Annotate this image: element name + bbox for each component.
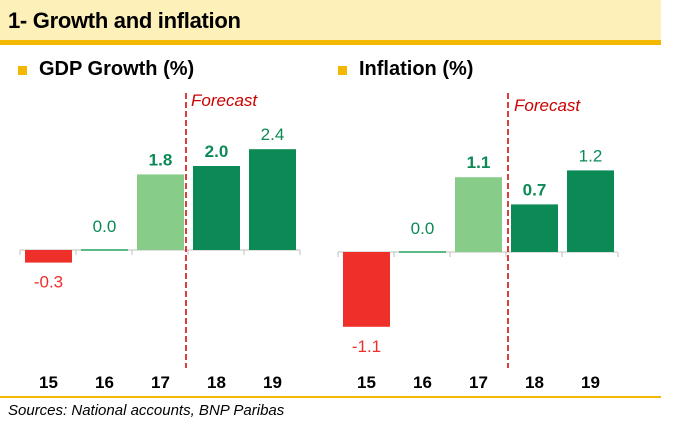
gdp-panel-title: GDP Growth (%) [18, 58, 194, 81]
data-label: 0.0 [93, 217, 117, 236]
category-label: 16 [95, 373, 114, 392]
category-label: 19 [263, 373, 282, 392]
forecast-label: Forecast [514, 96, 581, 115]
category-label: 17 [469, 373, 488, 392]
data-label: -1.1 [352, 337, 381, 356]
category-label: 16 [413, 373, 432, 392]
bar-17 [455, 177, 502, 252]
bar-15 [25, 250, 72, 263]
bottom-rule [0, 396, 661, 398]
data-label: 1.8 [149, 150, 173, 169]
gdp-chart: -0.3 15 0.0 16 1.8 17 2.0 18 2.4 19 Forecast [19, 91, 301, 392]
data-label: 0.7 [523, 180, 547, 199]
bar-18 [193, 166, 240, 250]
data-label: 2.4 [261, 125, 285, 144]
inflation-panel-title: Inflation (%) [338, 58, 473, 81]
data-label: 2.0 [205, 142, 229, 161]
category-label: 15 [39, 373, 58, 392]
forecast-label: Forecast [191, 91, 258, 110]
bar-15 [343, 252, 390, 327]
category-label: 18 [525, 373, 544, 392]
bar-16 [81, 249, 128, 251]
bar-17 [137, 174, 184, 250]
bar-19 [567, 170, 614, 252]
inflation-chart: -1.1 15 0.0 16 1.1 17 0.7 18 1.2 19 Forecast [337, 93, 619, 392]
data-label: 1.2 [579, 146, 603, 165]
gdp-chart-title: GDP Growth (%) [39, 58, 195, 80]
chart-header: 1- Growth and inflation [0, 0, 661, 45]
source-note: Sources: National accounts, BNP Paribas [8, 402, 285, 419]
category-label: 17 [151, 373, 170, 392]
category-label: 19 [581, 373, 600, 392]
category-label: 18 [207, 373, 226, 392]
category-label: 15 [357, 373, 376, 392]
inflation-chart-title: Inflation (%) [359, 58, 474, 80]
bullet-icon [338, 66, 347, 75]
data-label: -0.3 [34, 273, 63, 292]
bullet-icon [18, 66, 27, 75]
data-label: 1.1 [467, 153, 491, 172]
figure-title: 1- Growth and inflation [8, 8, 241, 33]
data-label: 0.0 [411, 219, 435, 238]
bar-16 [399, 251, 446, 253]
bar-18 [511, 204, 558, 252]
bar-19 [249, 149, 296, 250]
